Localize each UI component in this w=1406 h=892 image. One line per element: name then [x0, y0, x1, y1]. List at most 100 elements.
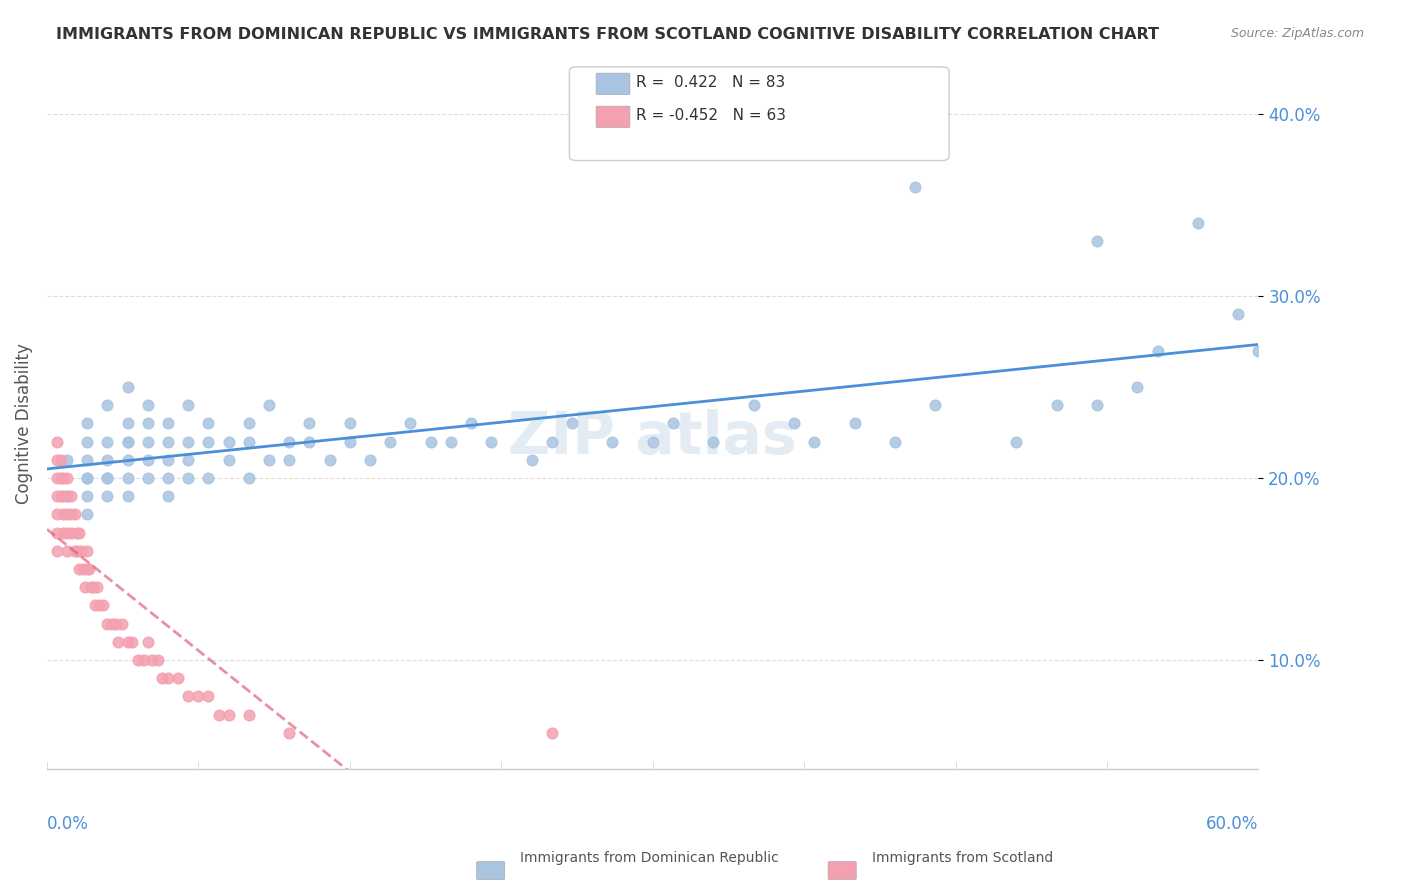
Point — [52, 489, 75, 503]
Point — [1187, 216, 1209, 230]
Point — [117, 417, 139, 431]
Point — [46, 543, 69, 558]
Point — [127, 653, 149, 667]
Point — [56, 471, 79, 485]
Point — [104, 616, 127, 631]
Point — [141, 653, 163, 667]
Point — [278, 726, 301, 740]
Point — [702, 434, 724, 449]
Point — [561, 417, 583, 431]
Point — [1085, 398, 1108, 412]
Point — [52, 471, 75, 485]
Point — [419, 434, 441, 449]
Point — [1247, 343, 1270, 358]
Point — [96, 398, 118, 412]
Y-axis label: Cognitive Disability: Cognitive Disability — [15, 343, 32, 504]
Point — [167, 671, 190, 685]
Point — [238, 434, 260, 449]
Point — [121, 634, 143, 648]
Point — [46, 434, 69, 449]
Point — [177, 398, 200, 412]
Point — [1126, 380, 1149, 394]
Point — [117, 471, 139, 485]
Point — [339, 434, 361, 449]
Point — [132, 653, 155, 667]
Point — [72, 562, 94, 576]
Point — [117, 489, 139, 503]
Point — [157, 489, 180, 503]
Point — [157, 471, 180, 485]
Point — [56, 508, 79, 522]
Point — [52, 508, 75, 522]
Point — [844, 417, 866, 431]
Point — [76, 452, 98, 467]
Point — [76, 417, 98, 431]
Point — [56, 452, 79, 467]
Point — [86, 580, 108, 594]
Point — [197, 690, 219, 704]
Point — [76, 562, 98, 576]
Point — [1085, 234, 1108, 248]
Point — [520, 452, 543, 467]
Point — [46, 452, 69, 467]
Text: R = -0.452   N = 63: R = -0.452 N = 63 — [636, 109, 786, 123]
Point — [66, 543, 89, 558]
Point — [783, 417, 806, 431]
Point — [298, 417, 321, 431]
Point — [67, 525, 90, 540]
Point — [600, 434, 623, 449]
Point — [298, 434, 321, 449]
Point — [110, 616, 132, 631]
Point — [117, 634, 139, 648]
Text: IMMIGRANTS FROM DOMINICAN REPUBLIC VS IMMIGRANTS FROM SCOTLAND COGNITIVE DISABIL: IMMIGRANTS FROM DOMINICAN REPUBLIC VS IM… — [56, 27, 1159, 42]
Point — [89, 599, 111, 613]
Point — [904, 179, 927, 194]
Point — [278, 452, 301, 467]
Point — [207, 707, 229, 722]
Point — [257, 398, 280, 412]
Point — [380, 434, 402, 449]
Point — [96, 471, 118, 485]
Point — [76, 471, 98, 485]
Text: Immigrants from Dominican Republic: Immigrants from Dominican Republic — [520, 851, 779, 865]
Point — [67, 562, 90, 576]
Point — [157, 417, 180, 431]
Point — [63, 508, 86, 522]
Point — [479, 434, 502, 449]
Point — [117, 452, 139, 467]
Point — [76, 471, 98, 485]
Point — [257, 452, 280, 467]
Point — [96, 452, 118, 467]
Point — [117, 434, 139, 449]
Point — [197, 417, 219, 431]
Point — [56, 543, 79, 558]
Point — [399, 417, 422, 431]
Point — [460, 417, 482, 431]
Point — [56, 489, 79, 503]
Point — [177, 471, 200, 485]
Point — [540, 434, 562, 449]
Point — [79, 562, 101, 576]
Point — [96, 434, 118, 449]
Point — [136, 417, 159, 431]
Point — [136, 471, 159, 485]
Point — [75, 580, 97, 594]
Text: 0.0%: 0.0% — [46, 814, 89, 833]
Point — [100, 616, 122, 631]
Text: 60.0%: 60.0% — [1206, 814, 1258, 833]
Point — [339, 417, 361, 431]
Point — [117, 434, 139, 449]
Point — [49, 489, 72, 503]
Point — [76, 489, 98, 503]
Point — [107, 634, 129, 648]
Point — [136, 452, 159, 467]
Point — [66, 525, 89, 540]
Point — [96, 471, 118, 485]
Point — [76, 543, 98, 558]
Point — [157, 434, 180, 449]
Point — [49, 471, 72, 485]
Point — [440, 434, 463, 449]
Point — [218, 707, 240, 722]
Point — [84, 599, 107, 613]
Point — [93, 599, 115, 613]
